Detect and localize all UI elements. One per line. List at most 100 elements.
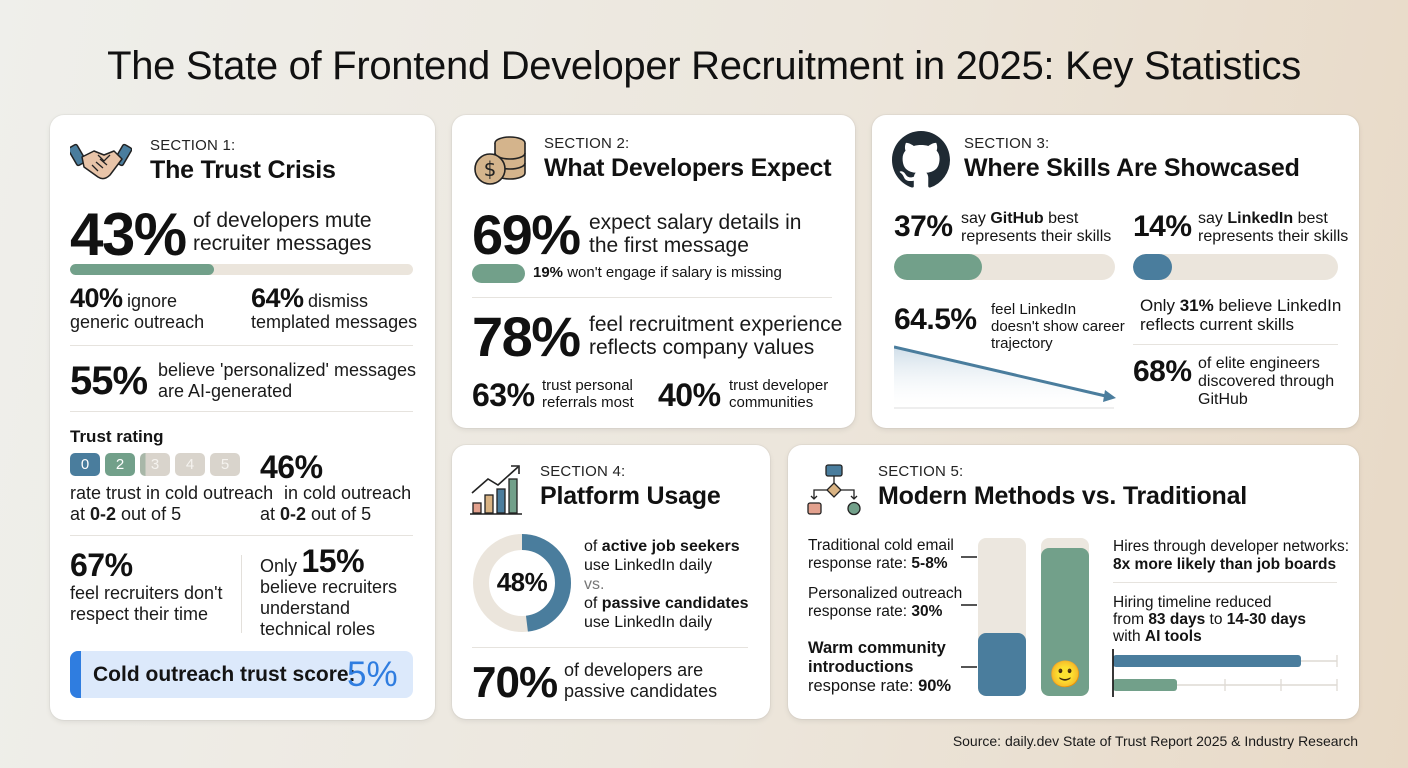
linkedin-progress-fill bbox=[1133, 254, 1172, 280]
tick-mark bbox=[961, 556, 977, 558]
divider bbox=[1133, 344, 1338, 345]
stat-warm-intro: Warm community introductions response ra… bbox=[808, 639, 952, 695]
stat-rating-right-text: in cold outreach at 0-2 out of 5 bbox=[260, 483, 412, 524]
stat-current-skills: Only 31% believe LinkedIn reflects curre… bbox=[1140, 296, 1342, 334]
flowchart-icon bbox=[807, 464, 861, 516]
section-developer-expectations-card: $ SECTION 2: What Developers Expect 69% … bbox=[452, 115, 855, 428]
section-title: The Trust Crisis bbox=[150, 156, 336, 184]
rating-chip-5: 5 bbox=[210, 453, 240, 476]
stat-dismiss: 64% dismiss templated messages bbox=[251, 283, 418, 333]
stat-values-pct: 78% bbox=[472, 305, 581, 368]
section-kicker: SECTION 4: bbox=[540, 463, 626, 480]
stat-communities-text: trust developer communities bbox=[729, 377, 829, 411]
section-title: Where Skills Are Showcased bbox=[964, 154, 1300, 182]
stat-ai-pct: 55% bbox=[70, 359, 148, 403]
vertical-divider bbox=[241, 555, 242, 633]
section-kicker: SECTION 5: bbox=[878, 463, 964, 480]
section-title: What Developers Expect bbox=[544, 154, 832, 182]
divider bbox=[70, 411, 413, 412]
stat-rating-left-text: rate trust in cold outreach at 0-2 out o… bbox=[70, 483, 274, 524]
github-progress-bar bbox=[894, 254, 1115, 280]
page-title: The State of Frontend Developer Recruitm… bbox=[107, 44, 1301, 88]
github-icon bbox=[892, 131, 950, 188]
donut-center-value: 48% bbox=[496, 567, 548, 597]
response-bar-traditional-fill bbox=[978, 633, 1026, 696]
section-modern-methods-card: SECTION 5: Modern Methods vs. Traditiona… bbox=[788, 445, 1359, 719]
stat-mute-pct: 43% bbox=[70, 201, 187, 268]
section-trust-crisis-card: SECTION 1: The Trust Crisis 43% of devel… bbox=[50, 115, 435, 720]
stat-trajectory-text: feel LinkedIn doesn't show career trajec… bbox=[991, 301, 1125, 352]
rating-chip-0: 0 bbox=[70, 453, 100, 476]
stat-passive-text: of developers are passive candidates bbox=[564, 660, 718, 701]
stat-respect: 67% feel recruiters don't respect their … bbox=[70, 547, 223, 624]
section-header: SECTION 5: Modern Methods vs. Traditiona… bbox=[806, 463, 1247, 517]
stat-salary-pct: 69% bbox=[472, 203, 581, 266]
stat-mute-text: of developers mute recruiter messages bbox=[193, 209, 372, 255]
divider bbox=[472, 297, 832, 298]
stat-elite-pct: 68% bbox=[1133, 355, 1192, 388]
declining-trend-chart bbox=[894, 345, 1116, 409]
stat-communities-pct: 40% bbox=[658, 377, 721, 413]
stat-linkedin-text: say LinkedIn best represents their skill… bbox=[1198, 210, 1349, 245]
stat-understand: Only 15% believe recruiters understand t… bbox=[260, 543, 398, 639]
stat-ai-text: believe 'personalized' messages are AI-g… bbox=[158, 360, 417, 401]
trust-score-label: Cold outreach trust score: bbox=[93, 663, 356, 686]
engage-pill bbox=[472, 264, 525, 283]
stat-hiring-timeline: Hiring timeline reduced from 83 days to … bbox=[1113, 594, 1307, 645]
rating-chip-2: 2 bbox=[105, 453, 135, 476]
stat-dev-networks: Hires through developer networks: 8x mor… bbox=[1113, 538, 1350, 573]
stat-values-text: feel recruitment experience reflects com… bbox=[589, 313, 843, 359]
section-header: SECTION 4: Platform Usage bbox=[470, 463, 721, 517]
smiley-icon: 🙂 bbox=[1049, 659, 1082, 689]
stat-linkedin-pct: 14% bbox=[1133, 210, 1192, 243]
stat-github-text: say GitHub best represents their skills bbox=[961, 210, 1112, 245]
tick-mark bbox=[961, 604, 977, 606]
section-header: $ SECTION 2: What Developers Expect bbox=[472, 135, 832, 187]
stat-passive-pct: 70% bbox=[472, 658, 558, 707]
section-kicker: SECTION 3: bbox=[964, 135, 1050, 152]
mute-progress-fill bbox=[70, 264, 215, 275]
section-kicker: SECTION 2: bbox=[544, 135, 630, 152]
section-header: SECTION 1: The Trust Crisis bbox=[70, 137, 336, 185]
section-title: Platform Usage bbox=[540, 482, 721, 510]
stat-referrals-pct: 63% bbox=[472, 377, 535, 413]
handshake-icon bbox=[70, 143, 132, 180]
divider bbox=[1113, 582, 1337, 583]
linkedin-usage-donut bbox=[473, 534, 571, 632]
callout-accent-bar bbox=[70, 651, 81, 698]
rating-chip-3: 3 bbox=[140, 453, 170, 476]
response-bar-community: 🙂 bbox=[1041, 538, 1089, 696]
bar-chart-trend-icon bbox=[470, 465, 522, 515]
stat-engage: 19% won't engage if salary is missing bbox=[533, 264, 782, 281]
source-citation: Source: daily.dev State of Trust Report … bbox=[952, 733, 1358, 749]
divider bbox=[472, 647, 748, 648]
divider bbox=[70, 345, 413, 346]
section-title: Modern Methods vs. Traditional bbox=[878, 482, 1248, 510]
stat-referrals-text: trust personal referrals most bbox=[542, 377, 634, 411]
github-progress-fill bbox=[894, 254, 983, 280]
stat-trajectory-pct: 64.5% bbox=[894, 303, 977, 336]
stat-salary-text: expect salary details in the first messa… bbox=[589, 211, 802, 257]
trust-score-value: 5% bbox=[347, 655, 398, 694]
trust-rating-scale: 0 2 3 4 5 bbox=[70, 453, 240, 476]
linkedin-progress-bar bbox=[1133, 254, 1338, 280]
response-bar-traditional bbox=[978, 538, 1026, 696]
tick-mark bbox=[961, 666, 977, 668]
trust-score-callout: Cold outreach trust score: 5% bbox=[70, 651, 413, 698]
response-bar-community-fill bbox=[1041, 548, 1089, 696]
rating-chip-4: 4 bbox=[175, 453, 205, 476]
section-kicker: SECTION 1: bbox=[150, 137, 236, 154]
section-platform-usage-card: SECTION 4: Platform Usage 48% of active … bbox=[452, 445, 770, 719]
stat-ignore: 40% ignore generic outreach bbox=[70, 283, 205, 333]
divider bbox=[70, 535, 413, 536]
stat-linkedin-usage-text: of active job seekers use LinkedIn daily… bbox=[584, 538, 749, 631]
trust-rating-label: Trust rating bbox=[70, 427, 164, 446]
hiring-timeline-chart bbox=[1112, 649, 1338, 697]
stat-elite-text: of elite engineers discovered through Gi… bbox=[1198, 355, 1335, 408]
section-header: SECTION 3: Where Skills Are Showcased bbox=[892, 131, 1300, 189]
coins-dollar-icon: $ bbox=[474, 136, 526, 185]
stat-rating-pct: 46% bbox=[260, 449, 323, 485]
stat-cold-email: Traditional cold email response rate: 5-… bbox=[808, 537, 954, 572]
stat-personalized: Personalized outreach response rate: 30% bbox=[808, 585, 963, 620]
mute-progress-bar bbox=[70, 264, 413, 275]
